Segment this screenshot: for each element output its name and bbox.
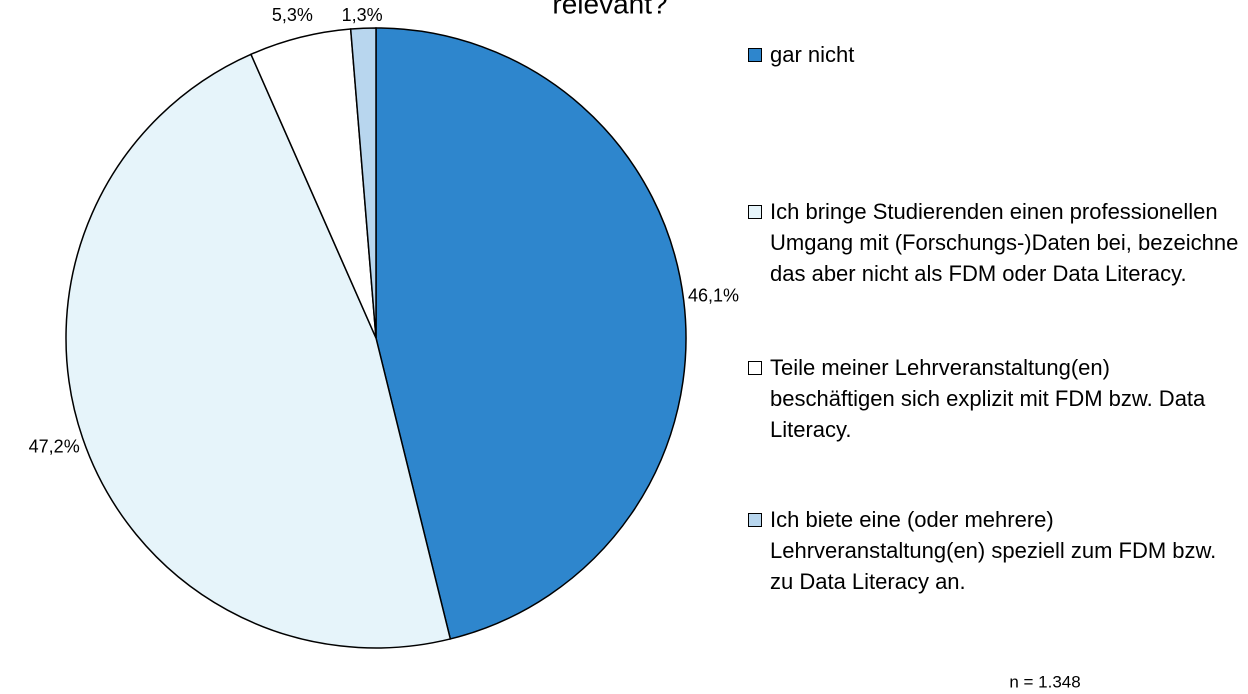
legend-swatch [748, 48, 762, 62]
data-label: 47,2% [29, 436, 80, 456]
sample-size: n = 1.348 [1009, 672, 1080, 691]
legend-label: Ich bringe Studierenden einen profession… [770, 199, 1239, 286]
legend-swatch [748, 205, 762, 219]
data-label: 5,3% [272, 5, 313, 25]
chart-title: relevant? [552, 0, 667, 19]
data-label: 46,1% [688, 286, 739, 306]
data-label: 1,3% [342, 5, 383, 25]
legend-label: Ich biete eine (oder mehrere) Lehrverans… [770, 507, 1217, 594]
pie-slice [65, 53, 452, 649]
legend-label: Teile meiner Lehrveranstaltung(en) besch… [770, 355, 1206, 442]
pie-slice [375, 27, 687, 640]
legend-swatch [748, 361, 762, 375]
legend-label: gar nicht [770, 42, 855, 67]
pie-slice [349, 27, 377, 339]
legend-swatch [748, 513, 762, 527]
